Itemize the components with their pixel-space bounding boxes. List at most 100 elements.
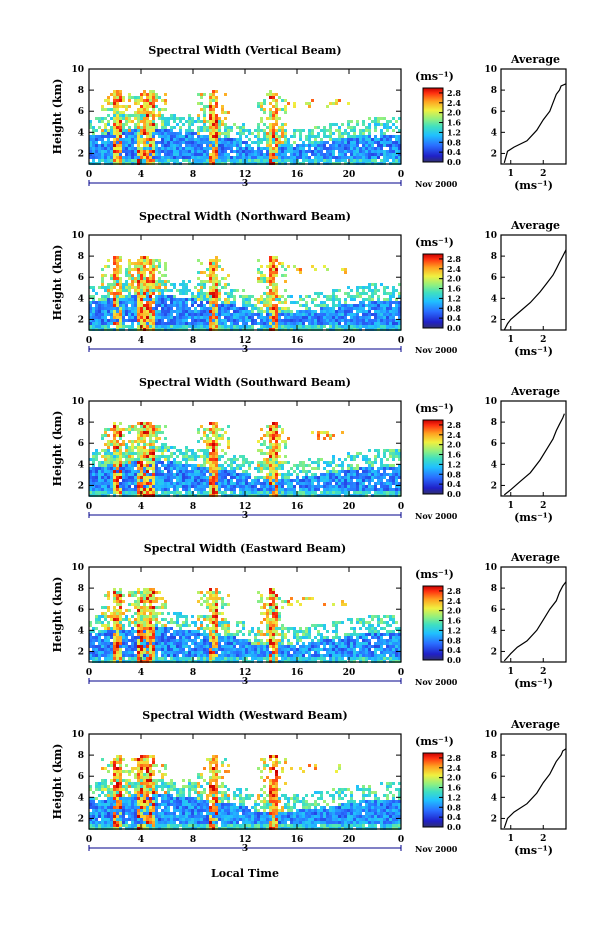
y-tick-label: 8 <box>78 418 84 428</box>
average-x-tick-label: 1 <box>508 834 514 844</box>
average-profile-line <box>503 83 567 164</box>
y-tick-label: 6 <box>78 605 84 615</box>
average-x-tick-label: 1 <box>508 169 514 179</box>
day-marker: 3 <box>242 844 248 854</box>
colorbar-tick-label: 1.6 <box>447 616 461 626</box>
x-tick-label: 4 <box>138 336 144 346</box>
average-title: Average <box>510 53 560 66</box>
y-tick-label: 4 <box>78 128 84 138</box>
y-tick-label: 10 <box>71 397 84 407</box>
average-x-tick-label: 1 <box>508 667 514 677</box>
x-tick-label: 4 <box>138 835 144 845</box>
heatmap-cells <box>89 256 401 331</box>
average-x-label: (ms⁻¹) <box>514 511 553 524</box>
colorbar-tick-label: 0.0 <box>447 157 461 167</box>
heatmap-cells <box>89 422 401 497</box>
average-y-tick-label: 6 <box>491 107 497 117</box>
y-tick-label: 6 <box>78 107 84 117</box>
average-y-tick-label: 2 <box>491 481 497 491</box>
colorbar-unit: (ms⁻¹) <box>415 236 454 249</box>
y-tick-label: 4 <box>78 793 84 803</box>
x-tick-label: 12 <box>239 170 252 180</box>
average-y-tick-label: 8 <box>491 86 497 96</box>
panel-1: Spectral Width (Vertical Beam)246810Heig… <box>51 44 567 192</box>
y-tick-label: 6 <box>78 273 84 283</box>
x-tick-label: 16 <box>291 835 304 845</box>
average-y-tick-label: 4 <box>491 294 497 304</box>
panel-5: Spectral Width (Westward Beam)246810Heig… <box>51 709 567 857</box>
average-y-tick-label: 4 <box>491 128 497 138</box>
y-tick-label: 4 <box>78 460 84 470</box>
day-marker: 3 <box>242 345 248 355</box>
average-x-tick-label: 2 <box>540 667 546 677</box>
y-tick-label: 2 <box>78 481 84 491</box>
x-tick-label: 16 <box>291 170 304 180</box>
average-y-tick-label: 8 <box>491 584 497 594</box>
colorbar-tick-label: 1.2 <box>447 625 461 635</box>
panel-4: Spectral Width (Eastward Beam)246810Heig… <box>51 542 567 690</box>
x-tick-label: 20 <box>343 668 356 678</box>
colorbar-tick-label: 2.0 <box>447 108 461 118</box>
colorbar-tick-label: 2.4 <box>447 763 461 773</box>
average-y-tick-label: 6 <box>491 273 497 283</box>
colorbar <box>422 585 444 661</box>
colorbar-tick-label: 2.8 <box>447 586 461 596</box>
average-x-label: (ms⁻¹) <box>514 677 553 690</box>
average-y-tick-label: 10 <box>484 563 497 573</box>
x-tick-label: 8 <box>190 170 196 180</box>
colorbar-tick-label: 1.6 <box>447 783 461 793</box>
average-frame <box>500 234 567 331</box>
colorbar-tick-label: 2.8 <box>447 88 461 98</box>
colorbar-tick-label: 2.4 <box>447 98 461 108</box>
average-y-tick-label: 6 <box>491 439 497 449</box>
y-tick-label: 10 <box>71 65 84 75</box>
colorbar-tick-label: 1.6 <box>447 450 461 460</box>
colorbar-unit: (ms⁻¹) <box>415 568 454 581</box>
average-y-tick-label: 2 <box>491 315 497 325</box>
colorbar-tick-label: 1.2 <box>447 127 461 137</box>
colorbar-tick-label: 0.0 <box>447 822 461 832</box>
y-tick-label: 6 <box>78 772 84 782</box>
day-marker: 3 <box>242 511 248 521</box>
time-axis-label: Local Time <box>211 867 279 880</box>
y-tick-label: 8 <box>78 86 84 96</box>
average-x-label: (ms⁻¹) <box>514 345 553 358</box>
average-y-tick-label: 6 <box>491 605 497 615</box>
average-title: Average <box>510 385 560 398</box>
colorbar-unit: (ms⁻¹) <box>415 735 454 748</box>
colorbar <box>422 87 444 163</box>
x-tick-label: 0 <box>86 835 92 845</box>
y-axis-label: Height (km) <box>51 577 64 653</box>
x-tick-label: 16 <box>291 668 304 678</box>
colorbar <box>422 419 444 495</box>
y-tick-label: 2 <box>78 647 84 657</box>
day-marker: 3 <box>242 677 248 687</box>
average-y-tick-label: 4 <box>491 626 497 636</box>
x-tick-label: 4 <box>138 502 144 512</box>
x-tick-label: 16 <box>291 336 304 346</box>
average-frame <box>500 400 567 497</box>
colorbar-tick-label: 2.8 <box>447 753 461 763</box>
colorbar <box>422 752 444 828</box>
panel-title: Spectral Width (Westward Beam) <box>142 709 347 722</box>
colorbar-tick-label: 0.8 <box>447 469 461 479</box>
average-x-tick-label: 2 <box>540 501 546 511</box>
x-tick-label: 0 <box>86 336 92 346</box>
average-x-tick-label: 2 <box>540 169 546 179</box>
panel-title: Spectral Width (Southward Beam) <box>139 376 351 389</box>
colorbar-tick-label: 0.0 <box>447 655 461 665</box>
x-tick-label: 16 <box>291 502 304 512</box>
y-tick-label: 6 <box>78 439 84 449</box>
colorbar-tick-label: 0.8 <box>447 802 461 812</box>
colorbar-tick-label: 0.0 <box>447 489 461 499</box>
colorbar-tick-label: 0.4 <box>447 147 461 157</box>
average-y-tick-label: 2 <box>491 647 497 657</box>
colorbar-tick-label: 0.4 <box>447 645 461 655</box>
colorbar-tick-label: 2.8 <box>447 420 461 430</box>
x-tick-label: 12 <box>239 336 252 346</box>
colorbar-tick-label: 1.2 <box>447 293 461 303</box>
date-label: Nov 2000 <box>415 677 458 687</box>
x-tick-label: 8 <box>190 668 196 678</box>
average-y-tick-label: 8 <box>491 252 497 262</box>
